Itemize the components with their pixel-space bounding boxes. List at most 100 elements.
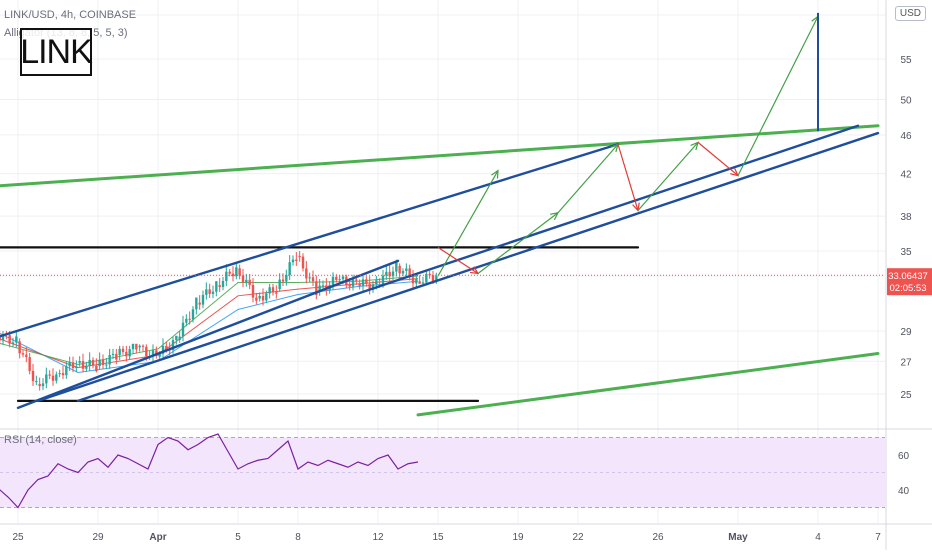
candle [88,352,91,371]
candle-body [1,333,5,341]
candle-body [218,285,221,287]
candle-body [205,289,208,295]
candle [211,285,215,299]
candle [241,268,245,288]
candle-body [175,335,178,341]
candle-body [8,335,11,344]
candle [171,336,175,354]
candle-body [38,383,41,387]
candle [425,270,428,284]
candle-body [191,309,195,320]
time-tick-label: 25 [12,532,24,543]
rsi-band [0,437,885,508]
candle [305,261,308,284]
candle [0,330,1,346]
candle-body [75,366,78,369]
candle-body [305,268,308,279]
green-trendline[interactable] [0,124,880,188]
candle-body [361,279,365,286]
projection-arrow-up[interactable] [437,169,499,277]
projection-arrow-up-shaft [557,143,619,214]
green-trendline[interactable] [416,352,880,417]
candle [135,343,138,353]
alligator-teeth-line [0,278,419,369]
link-logo: LINK [20,28,93,76]
candle-body [131,343,135,350]
candle [301,253,305,272]
candle [368,276,371,295]
candle-body [45,374,48,384]
candle-body [388,271,391,277]
candle-body [288,262,291,276]
candle-body [231,273,235,277]
candle [1,330,5,345]
candle [21,350,25,358]
candle [228,268,231,277]
candle [411,270,415,289]
candle [31,363,35,386]
candle [275,285,278,299]
correction-arrow-down[interactable] [697,141,740,177]
candle-body [318,285,321,292]
candle [105,358,108,370]
candle-body [85,365,88,369]
candle-body [215,281,218,292]
blue-channel-line[interactable] [76,131,880,403]
candle-body [351,279,355,287]
current-price-value: 33.06437 [888,271,928,282]
candle-body [321,285,325,287]
candle [115,348,118,365]
alligator-lips-line [0,275,419,365]
candle [278,273,281,292]
candle-body [78,361,81,363]
time-tick-label: 4 [815,532,821,543]
candle [371,281,375,293]
candle-body [91,359,95,366]
candle-body [51,375,55,381]
candle [38,377,41,391]
time-tick-label: 8 [295,532,301,543]
candle-body [125,351,128,357]
blue-channel-line[interactable] [16,259,400,410]
rsi-indicator-label[interactable]: RSI (14, close) [4,434,77,446]
candle [151,344,155,361]
candle [48,370,51,380]
candle [308,272,311,282]
candle [198,295,201,310]
time-tick-label: 26 [652,532,664,543]
candle-body [115,353,118,360]
blue-channel-line[interactable] [36,124,860,403]
candle [108,348,111,369]
candle-body [145,346,148,357]
candle-body [425,273,428,283]
price-tick-label: 46 [900,131,912,142]
candle-body [348,284,351,287]
bar-countdown: 02:05:53 [890,283,927,294]
candle-body [368,283,371,290]
candle-body [28,357,31,371]
candle [95,358,98,373]
candle-body [381,275,385,287]
price-tick-label: 29 [900,327,912,338]
projection-arrow-up[interactable] [637,141,699,211]
candle-body [365,279,368,284]
candle-body [165,345,168,350]
candle [25,347,28,363]
candle-body [245,279,248,283]
candle [85,361,88,372]
candle [408,264,411,281]
candle-body [118,348,121,356]
currency-badge[interactable]: USD [894,6,926,21]
candle [238,264,241,280]
projection-arrow-up-shaft [737,16,819,176]
candle-body [101,359,105,366]
candle-body [405,268,408,271]
projection-arrow-up-head [491,169,499,179]
candle [155,346,158,359]
blue-channel-line[interactable] [0,143,620,338]
candle [288,255,291,280]
candle [291,255,295,266]
correction-arrow-down-head [730,168,740,177]
